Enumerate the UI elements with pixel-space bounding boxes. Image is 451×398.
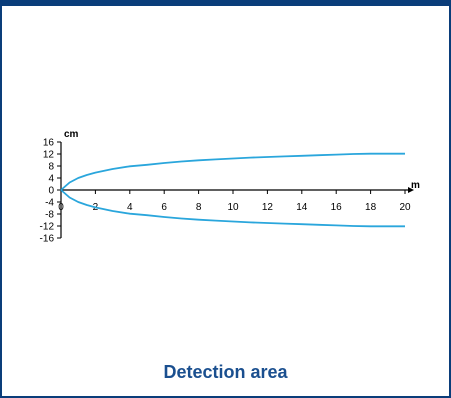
y-tick-label: 4 — [48, 174, 54, 185]
x-tick-label: 10 — [227, 202, 239, 213]
x-axis-label: m — [411, 180, 420, 191]
x-tick-label: 12 — [262, 202, 274, 213]
x-tick-label: 4 — [127, 202, 133, 213]
x-tick-label: 8 — [196, 202, 202, 213]
y-axis-label: cm — [64, 129, 79, 140]
frame-top-bar — [2, 2, 449, 6]
y-tick-label: 8 — [48, 162, 54, 173]
x-tick-label: 0 — [58, 202, 64, 213]
y-tick-label: -16 — [40, 234, 55, 245]
x-tick-label: 18 — [365, 202, 377, 213]
y-tick-label: 12 — [43, 150, 55, 161]
x-tick-label: 14 — [296, 202, 308, 213]
upper-boundary-line — [60, 152, 405, 191]
y-tick-label: -12 — [40, 222, 55, 233]
y-tick-label: 0 — [48, 186, 54, 197]
x-tick-label: 16 — [331, 202, 343, 213]
series — [60, 152, 405, 228]
y-tick-label: 16 — [43, 138, 55, 149]
y-tick-label: -8 — [45, 210, 54, 221]
chart-caption: Detection area — [163, 362, 288, 382]
x-axis-arrow — [408, 187, 414, 193]
x-tick-label: 20 — [399, 202, 411, 213]
y-tick-label: -4 — [45, 198, 54, 209]
x-tick-label: 6 — [161, 202, 167, 213]
lower-boundary-line — [60, 189, 405, 228]
